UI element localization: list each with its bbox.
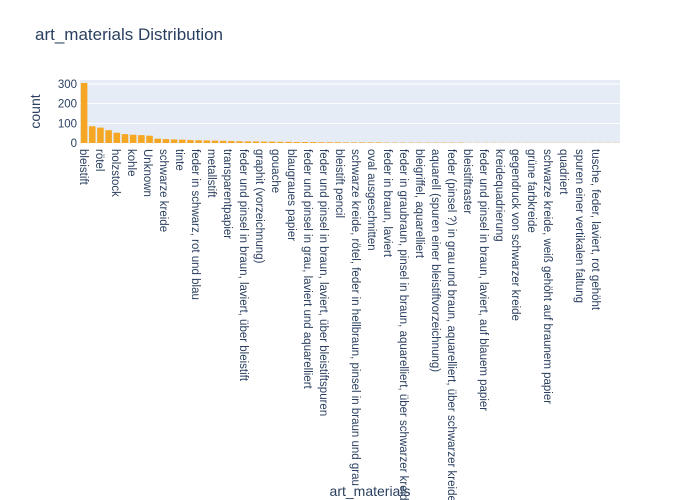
bar: [236, 141, 243, 143]
chart-title: art_materials Distribution: [35, 25, 223, 44]
x-tick-label: metallstift: [205, 149, 217, 198]
plot-area: [80, 80, 620, 143]
bar: [228, 141, 235, 143]
x-tick-label: feder in schwarz, rot und blau: [189, 149, 201, 300]
x-tick-label: transparentpapier: [221, 149, 233, 239]
x-tick-label: Unknown: [141, 149, 153, 197]
x-tick-label: feder und pinsel in braun, laviert, über…: [237, 149, 249, 382]
x-tick-label: tinte: [173, 149, 185, 171]
bar: [129, 134, 137, 143]
x-tick-label: schwarze kreide: [157, 149, 169, 232]
x-tick-label: feder und pinsel in braun, laviert, über…: [317, 149, 329, 416]
bar: [301, 142, 309, 143]
x-tick-label: graphit (vorzeichnung): [253, 149, 265, 264]
bar: [334, 142, 341, 143]
y-tick-label: 200: [58, 99, 77, 111]
bar: [154, 138, 161, 143]
bar: [269, 141, 276, 143]
bar: [375, 142, 382, 143]
x-axis-ticks: bleistift rötel holzstock kohle Unknown schwa…: [77, 149, 601, 500]
x-tick-label: tusche, feder, laviert, rot gehöht: [589, 149, 601, 311]
bar: [252, 141, 260, 143]
y-tick-label: 300: [58, 79, 77, 91]
bar: [359, 142, 366, 143]
x-tick-label: kohle: [125, 149, 137, 177]
x-tick-label: blaugraues papier: [285, 149, 297, 241]
bar: [244, 141, 251, 143]
bar: [138, 135, 145, 144]
x-tick-label: gouache: [269, 149, 281, 193]
bar: [203, 140, 211, 143]
bar: [170, 139, 178, 143]
x-tick-label: bleistiftraster: [461, 149, 473, 214]
bars: [80, 82, 620, 144]
x-tick-label: rötel: [93, 149, 105, 171]
y-tick-label: 100: [58, 118, 77, 130]
x-tick-label: kreidequadrierung: [493, 149, 505, 242]
x-tick-label: schwarze kreide, weiß gehöht auf braunem…: [541, 149, 553, 404]
y-axis-ticks: 0 100 200 300: [58, 79, 77, 150]
x-tick-label: grüne farbkreide: [525, 149, 537, 233]
x-tick-label: feder und pinsel in grau, laviert und aq…: [301, 149, 313, 390]
bar: [146, 135, 153, 143]
x-tick-label: schwarze kreide, rötel, feder in hellbra…: [349, 149, 361, 486]
x-tick-label: aquarell (spuren einer bleistiftvorzeich…: [429, 149, 441, 372]
x-axis-title: art_materials: [330, 483, 411, 499]
bar: [293, 142, 301, 143]
bar: [342, 142, 350, 143]
bar: [179, 139, 186, 143]
bar: [89, 126, 96, 143]
bar: [113, 132, 121, 143]
x-tick-label: feder in braun, laviert: [381, 149, 393, 258]
x-tick-label: bleistift pencil: [333, 149, 345, 218]
x-tick-label: holzstock: [109, 149, 121, 197]
x-tick-label: bleistift: [77, 149, 89, 186]
bar: [285, 141, 292, 143]
bar: [367, 142, 374, 143]
bar: [309, 142, 317, 143]
bar: [350, 142, 358, 143]
x-tick-label: feder (pinsel ?) in grau und braun, aqua…: [445, 149, 457, 500]
bar: [187, 140, 194, 143]
x-tick-label: spuren einer vertikalen faltung: [573, 149, 585, 303]
bar: [195, 140, 202, 143]
bar: [105, 130, 112, 143]
bar: [326, 142, 333, 143]
bar: [277, 141, 284, 143]
bar: [260, 141, 268, 143]
bar: [219, 140, 227, 143]
bar: [162, 139, 170, 143]
gridlines: [80, 83, 620, 124]
x-tick-label: feder in graubraun, pinsel in braun, aqu…: [397, 149, 409, 500]
bar: [97, 127, 104, 143]
y-axis-title: count: [27, 94, 43, 128]
bar: [80, 82, 88, 143]
x-tick-label: gegendruck von schwarzer kreide: [509, 149, 521, 321]
x-tick-label: feder und pinsel in braun, laviert, auf …: [477, 149, 489, 411]
bar: [318, 142, 325, 143]
y-tick-label: 0: [71, 138, 77, 150]
x-tick-label: bleigriffel, aquarelliert: [413, 149, 425, 259]
bar: [211, 140, 219, 143]
bar: [121, 134, 129, 143]
x-tick-label: oval ausgeschnitten: [365, 149, 377, 251]
x-tick-label: quadriert: [557, 149, 569, 195]
